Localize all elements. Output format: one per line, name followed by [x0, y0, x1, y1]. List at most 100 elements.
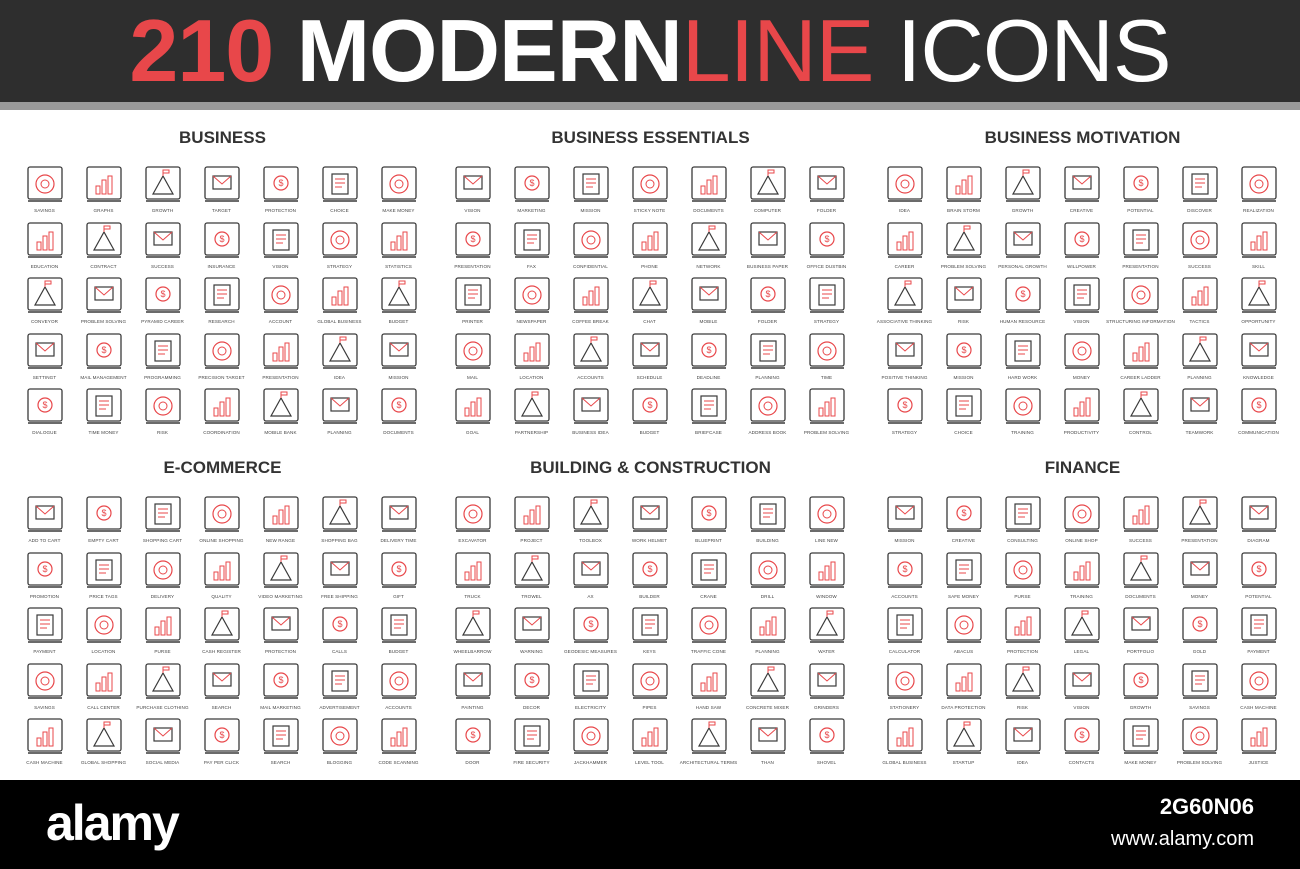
icon-label: PAY PER CLICK: [203, 760, 240, 765]
section-business: BUSINESS SAVINGS GRAPHS GROWTH TARGET $ PROTEC…: [15, 128, 430, 442]
icon-tile: STARTUP: [934, 716, 993, 772]
icon-tile: MISSION: [561, 164, 620, 220]
icon-label: JUSTICE: [1248, 760, 1269, 765]
career-ladder-icon: [1121, 331, 1161, 372]
svg-text:$: $: [824, 234, 829, 244]
consulting-icon: [1003, 494, 1043, 535]
control-icon: [1121, 386, 1161, 427]
icon-label: VISION: [464, 208, 481, 213]
project-icon: [512, 494, 552, 535]
icon-tile: PLANNING: [1170, 331, 1229, 387]
svg-text:$: $: [588, 619, 593, 629]
icon-label: PROGRAMMING: [144, 374, 181, 380]
architectural-terms-icon: [689, 716, 729, 757]
hand-saw-icon: [689, 661, 729, 702]
icon-tile: PRECISION TARGET: [192, 331, 251, 387]
section-business-essentials: BUSINESS ESSENTIALS VISION $ MARKETING MISSI…: [443, 128, 858, 442]
icon-label: PLANNING: [755, 649, 780, 654]
icon-tile: PRODUCTIVITY: [1052, 386, 1111, 442]
work-helmet-icon: [630, 494, 670, 535]
icon-label: DATA PROTECTION: [941, 704, 986, 710]
icon-label: ACCOUNTS: [385, 704, 412, 710]
icon-tile: $ CALLS: [310, 605, 369, 661]
icon-label: PURSE: [154, 649, 171, 654]
svg-text:$: $: [101, 345, 106, 355]
icon-tile: FOLDER: [797, 164, 856, 220]
add-to-cart-icon: [25, 494, 65, 535]
icon-tile: SAVINGS: [15, 164, 74, 220]
printer-icon: [453, 275, 493, 316]
icon-label: RISK: [156, 430, 169, 435]
icon-tile: $ GIFT: [369, 550, 428, 606]
icon-label: SUCCESS: [151, 263, 174, 269]
icon-label: MISSION: [580, 208, 601, 213]
icon-label: WHEELBARROW: [453, 649, 492, 654]
icon-label: WARNING: [520, 649, 543, 654]
target-icon: [202, 164, 242, 205]
icon-tile: COORDINATION: [192, 386, 251, 442]
icon-label: GLOBAL SHOPPING: [80, 760, 127, 765]
icon-label: PROTECTION: [1006, 649, 1039, 654]
icon-label: DISCOVER: [1187, 208, 1212, 213]
section-title: E-COMMERCE: [163, 458, 282, 477]
svg-text:$: $: [42, 564, 47, 574]
icon-tile: SAVINGS: [1170, 661, 1229, 717]
free-shipping-icon: [320, 550, 360, 591]
icon-tile: $ PRESENTATION: [443, 220, 502, 276]
contacts-icon: $: [1062, 716, 1102, 757]
icon-tile: WHEELBARROW: [443, 605, 502, 661]
icon-tile: SHOPPING BAG: [310, 494, 369, 550]
icon-tile: PAYMENT: [15, 605, 74, 661]
icon-label: JACKHAMMER: [573, 760, 608, 765]
make-money-icon: [1121, 716, 1161, 757]
training-icon: [1003, 386, 1043, 427]
svg-text:$: $: [1079, 234, 1084, 244]
deadline-icon: $: [689, 331, 729, 372]
section-title: BUSINESS: [179, 128, 266, 147]
painting-icon: [453, 661, 493, 702]
icon-tile: CHOICE: [310, 164, 369, 220]
icon-label: TRUCK: [464, 593, 481, 599]
training-icon: [1062, 550, 1102, 591]
idea-icon: [320, 331, 360, 372]
mission-icon: [885, 494, 925, 535]
icon-label: DELIVERY TIME: [380, 538, 417, 543]
icon-tile: IDEA: [875, 164, 934, 220]
icon-tile: $ MAIL MANAGEMENT: [74, 331, 133, 387]
water-icon: [807, 605, 847, 646]
code-scanning-icon: [379, 716, 419, 757]
icon-tile: PURSE: [133, 605, 192, 661]
icon-label: PROMOTION: [29, 593, 60, 599]
icon-tile: $ ACCOUNTS: [875, 550, 934, 606]
icon-tile: RESEARCH: [192, 275, 251, 331]
icon-label: ACCOUNT: [268, 319, 293, 324]
icon-tile: BLOGGING: [310, 716, 369, 772]
icon-tile: MAIL: [443, 331, 502, 387]
network-icon: [689, 220, 729, 261]
icon-label: PROJECT: [520, 538, 543, 543]
icon-label: PYRAMID CAREER: [141, 319, 184, 324]
savings-icon: [25, 661, 65, 702]
tactics-icon: [1180, 275, 1220, 316]
coordination-icon: [202, 386, 242, 427]
icon-tile: WARNING: [502, 605, 561, 661]
hard-work-icon: [1003, 331, 1043, 372]
ax-icon: [571, 550, 611, 591]
icon-label: MISSION: [953, 374, 974, 380]
icon-tile: CASH REGISTER: [192, 605, 251, 661]
icon-label: MAKE MONEY: [382, 208, 415, 213]
icon-label: SUCCESS: [1188, 263, 1211, 269]
icon-tile: WINDOW: [797, 550, 856, 606]
icon-label: BUDGET: [388, 319, 409, 324]
programming-icon: [143, 331, 183, 372]
associative-thinking-icon: [885, 275, 925, 316]
icon-tile: $ DIALOGUE: [15, 386, 74, 442]
icon-label: MAIL MANAGEMENT: [80, 374, 127, 380]
section-building-construction: BUILDING & CONSTRUCTION EXCAVATOR PROJECT T…: [443, 458, 858, 772]
icon-label: TIME: [820, 374, 833, 380]
contract-icon: [84, 220, 124, 261]
icon-tile: $ POTENTIAL: [1229, 550, 1288, 606]
icon-tile: PRINTER: [443, 275, 502, 331]
icon-tile: REALIZATION: [1229, 164, 1288, 220]
icon-tile: SUCCESS: [1111, 494, 1170, 550]
